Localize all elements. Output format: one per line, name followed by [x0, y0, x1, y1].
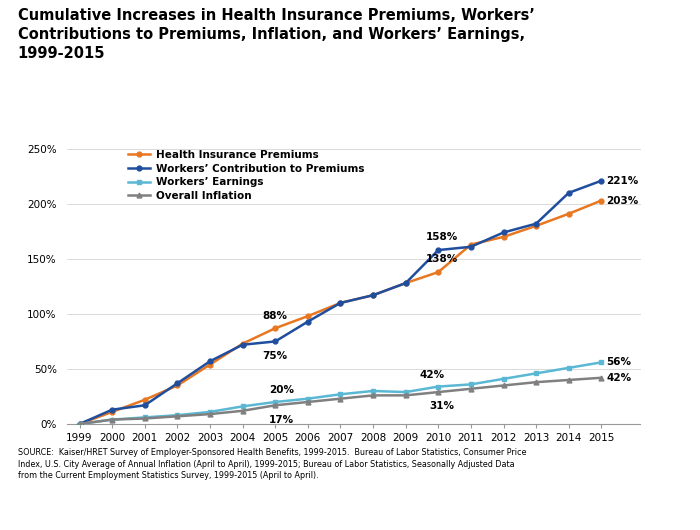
Text: 42%: 42%: [419, 370, 445, 380]
Text: 221%: 221%: [606, 176, 638, 186]
Text: 158%: 158%: [426, 232, 458, 242]
Text: 17%: 17%: [270, 415, 294, 425]
Text: 75%: 75%: [262, 351, 288, 361]
Text: 203%: 203%: [606, 196, 638, 206]
Text: SOURCE:  Kaiser/HRET Survey of Employer-Sponsored Health Benefits, 1999-2015.  B: SOURCE: Kaiser/HRET Survey of Employer-S…: [18, 448, 526, 481]
Legend: Health Insurance Premiums, Workers’ Contribution to Premiums, Workers’ Earnings,: Health Insurance Premiums, Workers’ Cont…: [123, 146, 368, 205]
Text: Cumulative Increases in Health Insurance Premiums, Workers’
Contributions to Pre: Cumulative Increases in Health Insurance…: [18, 8, 534, 61]
Text: 88%: 88%: [262, 311, 288, 321]
Text: 42%: 42%: [606, 373, 631, 383]
Text: 138%: 138%: [426, 254, 458, 264]
Text: 31%: 31%: [429, 401, 454, 411]
Text: 56%: 56%: [606, 357, 631, 367]
Text: 20%: 20%: [270, 385, 294, 395]
